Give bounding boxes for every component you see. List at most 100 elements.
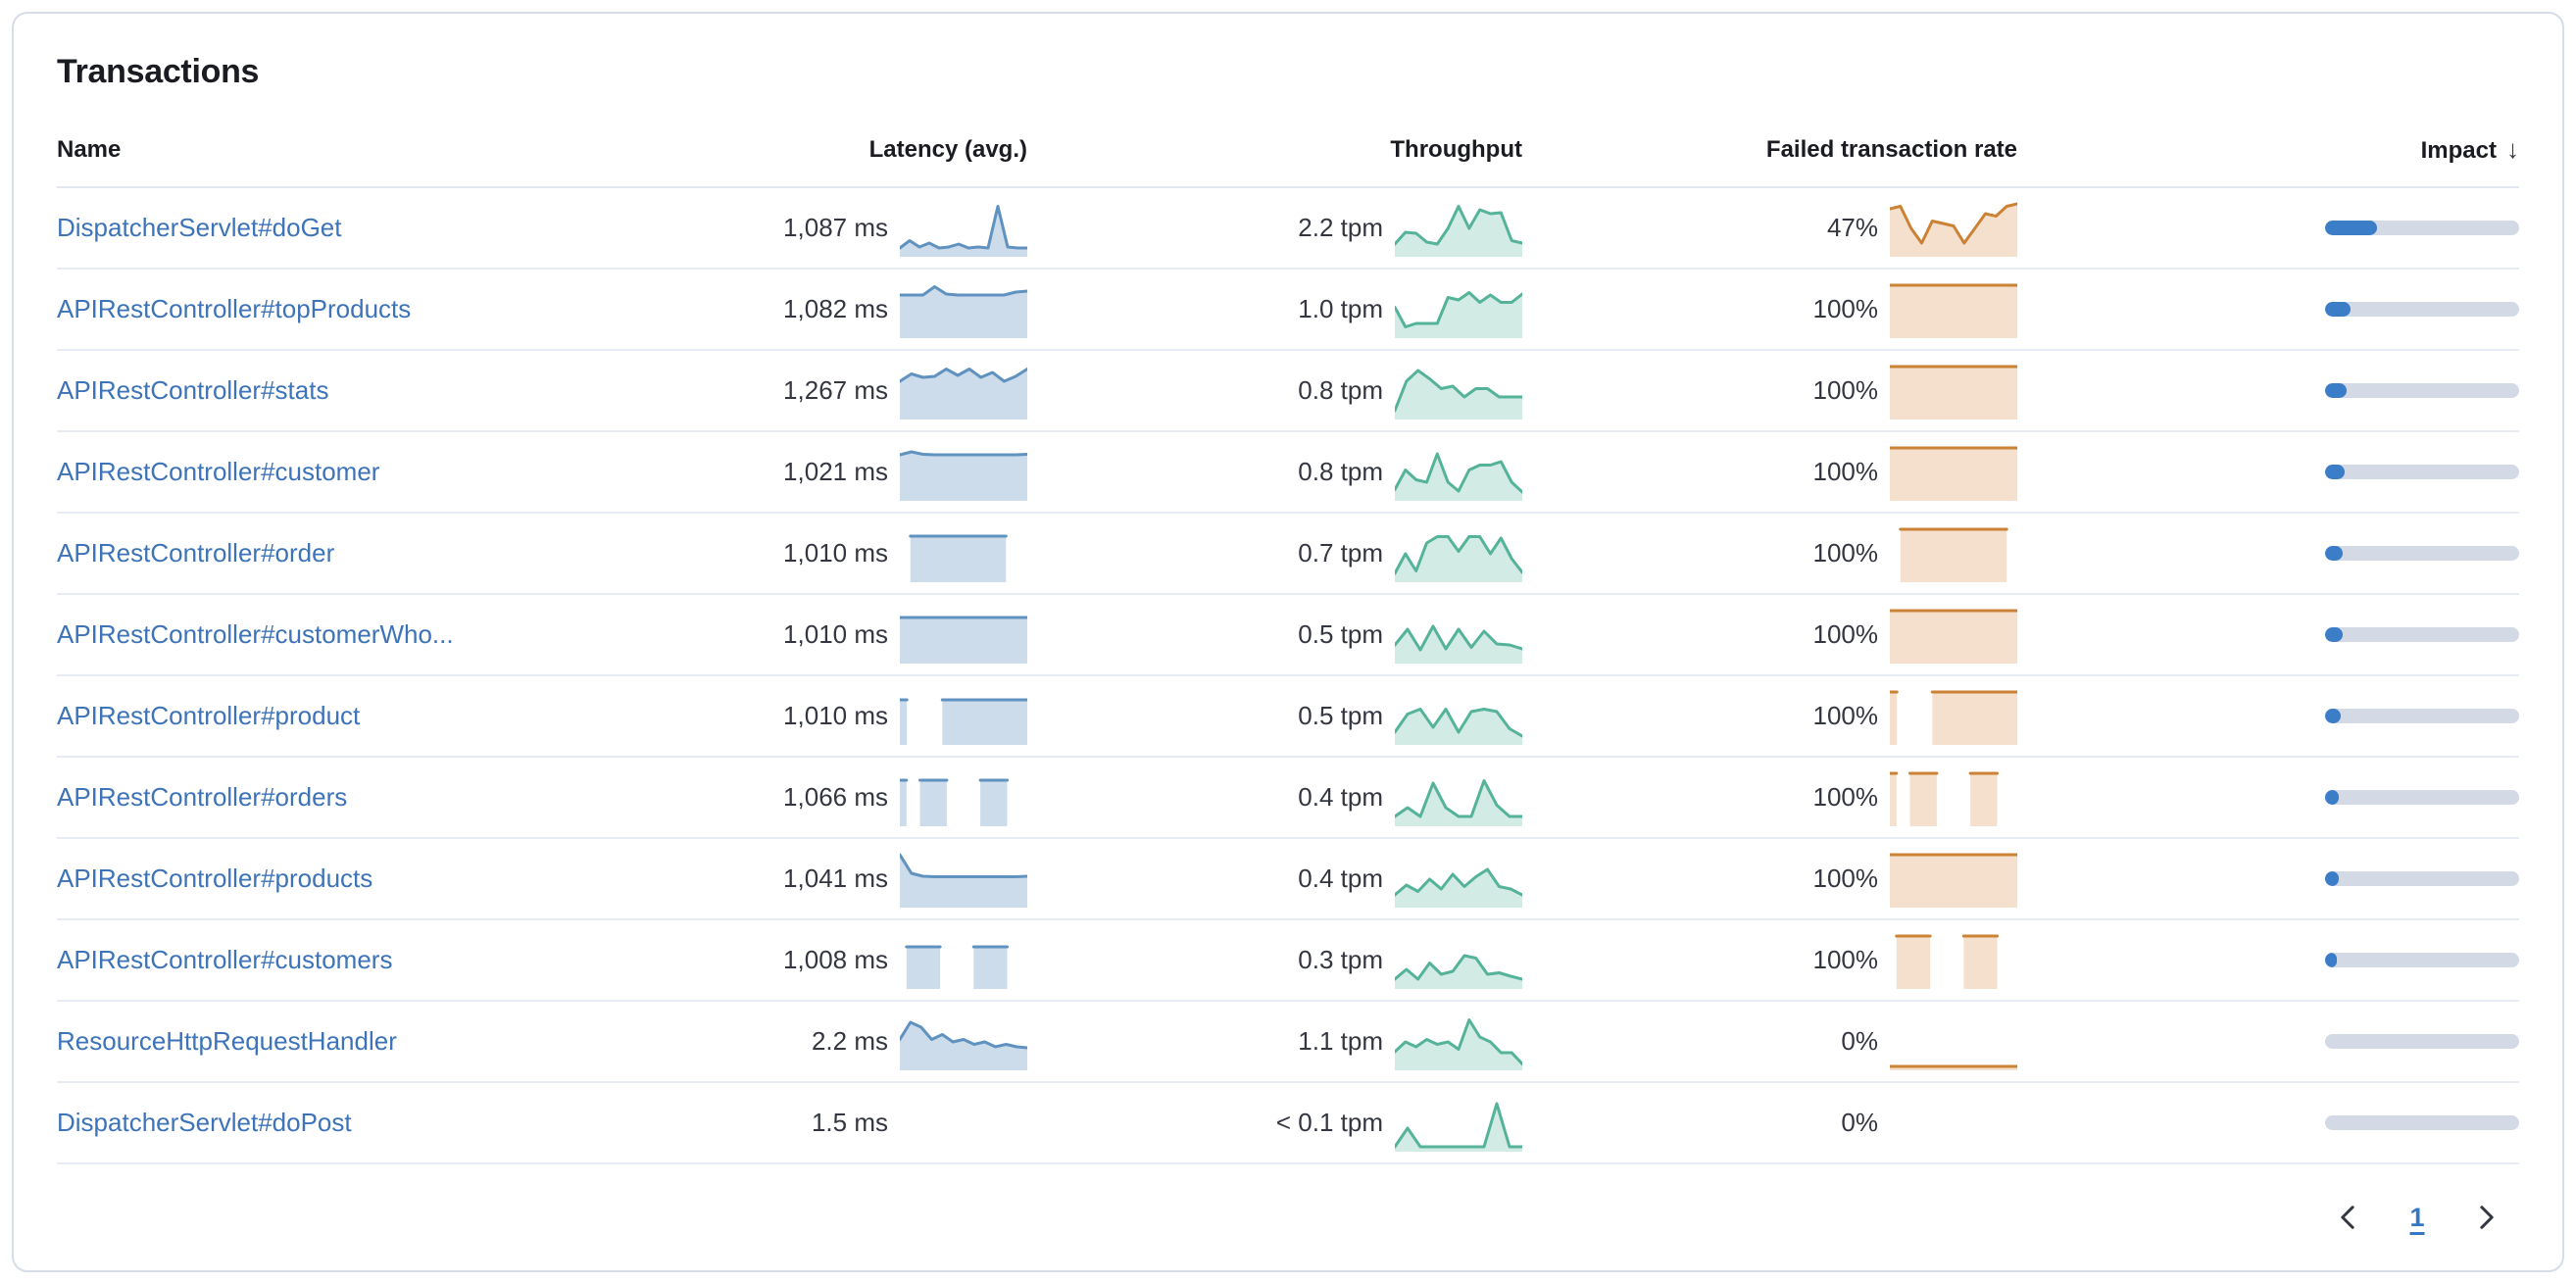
col-header-impact[interactable]: Impact ↓ — [2017, 124, 2519, 188]
latency-sparkline — [900, 616, 1027, 664]
latency-sparkline — [900, 778, 1009, 826]
failed-rate-sparkline — [1890, 446, 2017, 501]
throughput-sparkline — [1395, 452, 1522, 501]
failed-rate-value: 0% — [1841, 1108, 1878, 1137]
impact-bar — [2325, 709, 2519, 723]
impact-bar — [2325, 221, 2519, 235]
throughput-sparkline — [1395, 867, 1522, 908]
transaction-name-link[interactable]: APIRestController#stats — [57, 375, 329, 405]
impact-bar — [2325, 383, 2519, 398]
throughput-value: < 0.1 tpm — [1275, 1108, 1383, 1137]
latency-sparkline — [900, 698, 1027, 745]
throughput-value: 1.1 tpm — [1298, 1026, 1383, 1056]
throughput-sparkline — [1395, 707, 1522, 745]
impact-bar-fill — [2325, 627, 2343, 642]
transaction-name-link[interactable]: ResourceHttpRequestHandler — [57, 1026, 397, 1056]
throughput-sparkline — [1395, 369, 1522, 420]
transaction-name-link[interactable]: APIRestController#orders — [57, 782, 348, 812]
throughput-value: 0.5 tpm — [1298, 619, 1383, 649]
col-header-name: Name — [57, 124, 532, 188]
page-1-button[interactable]: 1 — [2390, 1190, 2445, 1245]
chevron-left-icon — [2341, 1206, 2354, 1229]
latency-value: 1,087 ms — [783, 213, 888, 242]
table-row: DispatcherServlet#doGet 1,087 ms 2.2 tpm… — [57, 187, 2519, 270]
impact-bar — [2325, 302, 2519, 317]
throughput-value: 1.0 tpm — [1298, 294, 1383, 323]
failed-rate-value: 0% — [1841, 1026, 1878, 1056]
failed-rate-value: 100% — [1812, 701, 1879, 730]
failed-rate-sparkline — [1890, 690, 2017, 745]
panel-title: Transactions — [57, 53, 260, 90]
impact-bar-fill — [2325, 465, 2345, 479]
throughput-sparkline — [1395, 1017, 1522, 1070]
table-row: APIRestController#customerWho... 1,010 m… — [57, 594, 2519, 676]
transactions-table: Name Latency (avg.) Throughput Failed tr… — [57, 124, 2519, 1164]
latency-value: 1,066 ms — [783, 782, 888, 812]
transaction-name-link[interactable]: APIRestController#customers — [57, 945, 393, 974]
failed-rate-value: 100% — [1812, 864, 1879, 893]
latency-sparkline — [900, 1020, 1027, 1070]
chevron-right-icon — [2480, 1206, 2494, 1229]
throughput-value: 0.5 tpm — [1298, 701, 1383, 730]
table-row: APIRestController#order 1,010 ms 0.7 tpm… — [57, 513, 2519, 595]
transaction-name-link[interactable]: APIRestController#order — [57, 538, 335, 568]
impact-bar — [2325, 546, 2519, 561]
failed-rate-sparkline — [1890, 771, 1999, 826]
transaction-name-link[interactable]: DispatcherServlet#doGet — [57, 213, 342, 242]
latency-sparkline — [900, 204, 1027, 257]
impact-bar-fill — [2325, 302, 2351, 317]
impact-bar-fill — [2325, 871, 2339, 886]
latency-value: 1,010 ms — [783, 701, 888, 730]
impact-bar-fill — [2325, 221, 2378, 235]
impact-bar-fill — [2325, 790, 2339, 805]
transaction-name-link[interactable]: APIRestController#products — [57, 864, 373, 893]
table-header-row: Name Latency (avg.) Throughput Failed tr… — [57, 124, 2519, 188]
latency-value: 1,010 ms — [783, 538, 888, 568]
transaction-name-link[interactable]: APIRestController#customerWho... — [57, 619, 454, 649]
latency-value: 1,021 ms — [783, 457, 888, 486]
failed-rate-sparkline — [1890, 853, 2017, 908]
failed-rate-sparkline — [1890, 202, 2017, 257]
failed-rate-sparkline — [1890, 1064, 2017, 1070]
col-header-throughput[interactable]: Throughput — [1027, 124, 1522, 188]
latency-value: 1,010 ms — [783, 619, 888, 649]
impact-bar — [2325, 627, 2519, 642]
failed-rate-value: 100% — [1812, 782, 1879, 812]
impact-bar — [2325, 1115, 2519, 1130]
impact-bar — [2325, 790, 2519, 805]
sort-descending-icon: ↓ — [2506, 134, 2519, 164]
throughput-sparkline — [1395, 954, 1522, 989]
failed-rate-sparkline — [1899, 527, 2008, 582]
failed-rate-sparkline — [1890, 1095, 2017, 1152]
latency-sparkline — [909, 534, 1008, 582]
impact-bar — [2325, 1034, 2519, 1049]
throughput-sparkline — [1395, 534, 1522, 582]
table-row: APIRestController#topProducts 1,082 ms 1… — [57, 269, 2519, 351]
table-row: APIRestController#stats 1,267 ms 0.8 tpm… — [57, 350, 2519, 432]
transaction-name-link[interactable]: DispatcherServlet#doPost — [57, 1108, 352, 1137]
latency-sparkline — [900, 853, 1027, 908]
failed-rate-value: 100% — [1812, 294, 1879, 323]
latency-sparkline — [900, 284, 1027, 338]
next-page-button[interactable] — [2458, 1190, 2513, 1245]
pagination: 1 — [57, 1190, 2519, 1245]
failed-rate-sparkline — [1890, 609, 2017, 664]
latency-value: 1.5 ms — [811, 1108, 888, 1137]
throughput-value: 0.4 tpm — [1298, 864, 1383, 893]
col-header-failed-rate[interactable]: Failed transaction rate — [1522, 124, 2017, 188]
throughput-value: 2.2 tpm — [1298, 213, 1383, 242]
col-header-latency[interactable]: Latency (avg.) — [532, 124, 1027, 188]
previous-page-button[interactable] — [2321, 1190, 2376, 1245]
impact-bar-fill — [2325, 546, 2343, 561]
transaction-name-link[interactable]: APIRestController#product — [57, 701, 361, 730]
throughput-value: 0.8 tpm — [1298, 457, 1383, 486]
latency-value: 1,267 ms — [783, 375, 888, 405]
transaction-name-link[interactable]: APIRestController#customer — [57, 457, 380, 486]
transaction-name-link[interactable]: APIRestController#topProducts — [57, 294, 412, 323]
transactions-panel: Transactions Name Latency (avg.) Through… — [12, 12, 2564, 1272]
latency-value: 2.2 ms — [811, 1026, 888, 1056]
throughput-sparkline — [1395, 1102, 1522, 1152]
latency-value: 1,041 ms — [783, 864, 888, 893]
latency-sparkline — [905, 945, 1009, 989]
failed-rate-sparkline — [1890, 283, 2017, 338]
